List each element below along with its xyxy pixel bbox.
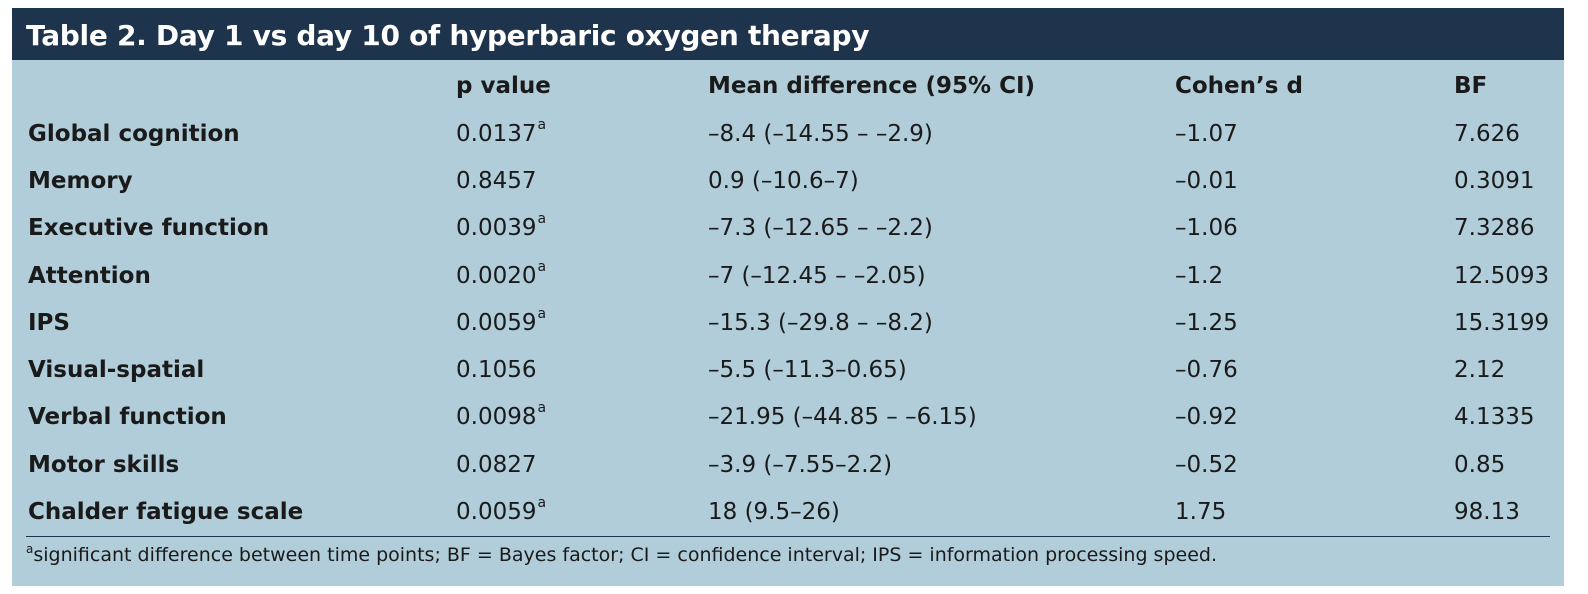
bayes-factor: 7.626 (1454, 120, 1520, 147)
p-value-cell: 0.0059a (440, 488, 692, 535)
cohens-d: –0.01 (1175, 167, 1238, 194)
footnote-marker: a (26, 542, 34, 556)
table-row: Motor skills 0.0827 –3.9 (–7.55–2.2) –0.52 0… (12, 441, 1564, 488)
row-label: Motor skills (28, 451, 180, 478)
footnote-text: significant difference between time poin… (33, 544, 1217, 566)
p-value: 0.0098 (456, 404, 537, 431)
footnote-divider (26, 536, 1550, 537)
table-row: Global cognition 0.0137a –8.4 (–14.55 – –2… (12, 110, 1564, 157)
p-value-cell: 0.8457 (440, 157, 692, 204)
row-label: IPS (28, 309, 70, 336)
p-value-cell: 0.1056 (440, 346, 692, 393)
table-footnote: asignificant difference between time poi… (26, 542, 1217, 566)
p-value-cell: 0.0098a (440, 394, 692, 441)
significance-marker: a (537, 400, 547, 417)
table-row: Verbal function 0.0098a –21.95 (–44.85 – –… (12, 394, 1564, 441)
cohens-d: 1.75 (1175, 499, 1227, 526)
header-row: p value Mean difference (95% CI) Cohen’s… (12, 60, 1564, 110)
table-row: IPS 0.0059a –15.3 (–29.8 – –8.2) –1.25 15.31… (12, 299, 1564, 346)
p-value: 0.0137 (456, 120, 537, 147)
significance-marker: a (537, 258, 547, 275)
cohens-d: –1.2 (1175, 262, 1224, 289)
significance-marker: a (537, 305, 547, 322)
table-row: Visual-spatial 0.1056 –5.5 (–11.3–0.65) –0.… (12, 346, 1564, 393)
mean-difference: –3.9 (–7.55–2.2) (708, 451, 893, 478)
results-table: p value Mean difference (95% CI) Cohen’s… (12, 60, 1564, 536)
p-value: 0.0039 (456, 215, 537, 242)
mean-difference: –7.3 (–12.65 – –2.2) (708, 215, 933, 242)
p-value: 0.0827 (456, 451, 537, 478)
p-value-cell: 0.0827 (440, 441, 692, 488)
bayes-factor: 2.12 (1454, 357, 1506, 384)
p-value: 0.0059 (456, 309, 537, 336)
mean-difference: –5.5 (–11.3–0.65) (708, 357, 907, 384)
mean-difference: –7 (–12.45 – –2.05) (708, 262, 926, 289)
p-value-cell: 0.0059a (440, 299, 692, 346)
bayes-factor: 0.85 (1454, 451, 1506, 478)
table-row: Memory 0.8457 0.9 (–10.6–7) –0.01 0.3091 (12, 157, 1564, 204)
row-label: Chalder fatigue scale (28, 499, 304, 526)
p-value: 0.1056 (456, 357, 537, 384)
row-label: Global cognition (28, 120, 240, 147)
bayes-factor: 7.3286 (1454, 215, 1535, 242)
p-value-cell: 0.0137a (440, 110, 692, 157)
cohens-d: –1.25 (1175, 309, 1238, 336)
header-mean-difference: Mean difference (95% CI) (708, 73, 1036, 99)
p-value: 0.8457 (456, 167, 537, 194)
row-label: Visual-spatial (28, 357, 205, 384)
table-row: Attention 0.0020a –7 (–12.45 – –2.05) –1.2 1… (12, 252, 1564, 299)
row-label: Attention (28, 262, 151, 289)
significance-marker: a (537, 116, 547, 133)
bayes-factor: 98.13 (1454, 499, 1520, 526)
header-cohens-d: Cohen’s d (1175, 73, 1303, 99)
p-value-cell: 0.0039a (440, 205, 692, 252)
header-bf: BF (1454, 73, 1488, 99)
table-row: Chalder fatigue scale 0.0059a 18 (9.5–26) 1… (12, 488, 1564, 535)
mean-difference: 18 (9.5–26) (708, 499, 840, 526)
significance-marker: a (537, 495, 547, 512)
p-value: 0.0020 (456, 262, 537, 289)
mean-difference: –8.4 (–14.55 – –2.9) (708, 120, 933, 147)
cohens-d: –0.92 (1175, 404, 1238, 431)
table-title: Table 2. Day 1 vs day 10 of hyperbaric o… (12, 8, 1564, 60)
header-p-value: p value (456, 73, 551, 99)
bayes-factor: 4.1335 (1454, 404, 1535, 431)
bayes-factor: 15.3199 (1454, 309, 1550, 336)
mean-difference: –21.95 (–44.85 – –6.15) (708, 404, 977, 431)
cohens-d: –1.06 (1175, 215, 1238, 242)
cohens-d: –1.07 (1175, 120, 1238, 147)
p-value-cell: 0.0020a (440, 252, 692, 299)
table-container: Table 2. Day 1 vs day 10 of hyperbaric o… (12, 8, 1564, 586)
p-value: 0.0059 (456, 499, 537, 526)
table-row: Executive function 0.0039a –7.3 (–12.65 – … (12, 205, 1564, 252)
row-label: Executive function (28, 215, 270, 242)
row-label: Verbal function (28, 404, 227, 431)
bayes-factor: 12.5093 (1454, 262, 1550, 289)
mean-difference: 0.9 (–10.6–7) (708, 167, 859, 194)
bayes-factor: 0.3091 (1454, 167, 1535, 194)
cohens-d: –0.76 (1175, 357, 1238, 384)
header-label (12, 60, 440, 110)
significance-marker: a (537, 211, 547, 228)
mean-difference: –15.3 (–29.8 – –8.2) (708, 309, 933, 336)
cohens-d: –0.52 (1175, 451, 1238, 478)
row-label: Memory (28, 167, 133, 194)
